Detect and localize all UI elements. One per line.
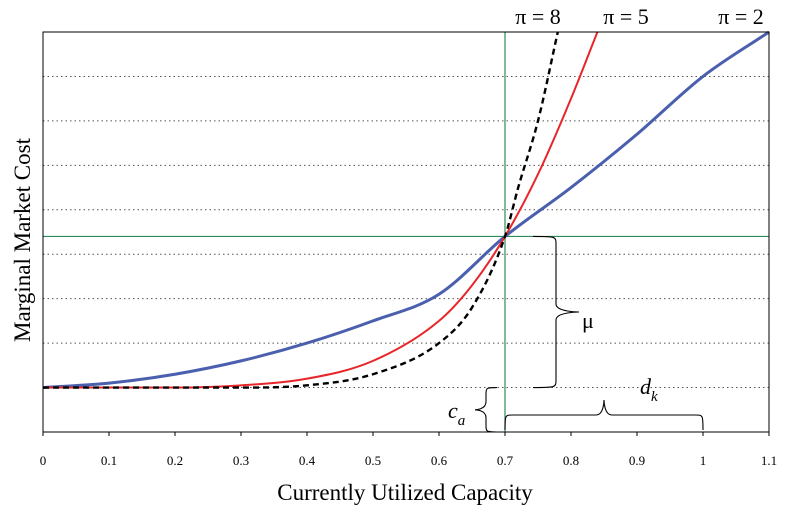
dk-label: dk [640,374,658,405]
series-line-pi2 [42,30,770,390]
x-tick-label: 0.9 [629,453,645,468]
y-axis-title: Marginal Market Cost [10,137,35,342]
x-tick-label: 0.3 [233,453,249,468]
x-tick-label: 0.1 [101,453,117,468]
ca-sub: a [458,413,466,429]
x-tick-label: 0.2 [167,453,183,468]
reference-lines [43,32,769,432]
x-axis-title: Currently Utilized Capacity [277,480,533,505]
series-label-pi8: π = 8 [515,4,561,29]
brace-layer [474,235,704,433]
series-line-pi8 [43,31,559,389]
ca-label: ca [448,398,465,429]
dk-brace [504,399,704,431]
dk-sub: k [651,389,658,405]
x-tick-label: 0.5 [365,453,381,468]
x-tick-label: 0.4 [299,453,316,468]
x-tick-layer: 0 0.1 0.2 0.3 0.4 0.5 0.6 0.7 0.8 0.9 1 1.1 [40,432,777,468]
mu-brace [532,235,580,389]
series-label-pi5: π = 5 [603,4,649,29]
dk-main: d [640,374,652,399]
mu-label: μ [582,308,594,333]
x-tick-label: 1.1 [761,453,777,468]
x-tick-label: 0.8 [563,453,579,468]
grid-layer [43,75,769,389]
series-line-pi5 [43,31,599,389]
x-tick-label: 0.7 [497,453,514,468]
ca-main: c [448,398,458,423]
x-tick-label: 0 [40,453,47,468]
series-layer [42,30,770,390]
series-label-pi2: π = 2 [718,4,764,29]
x-tick-label: 0.6 [431,453,448,468]
x-tick-label: 1 [700,453,707,468]
plot-frame [42,31,770,433]
ca-brace [474,387,498,433]
